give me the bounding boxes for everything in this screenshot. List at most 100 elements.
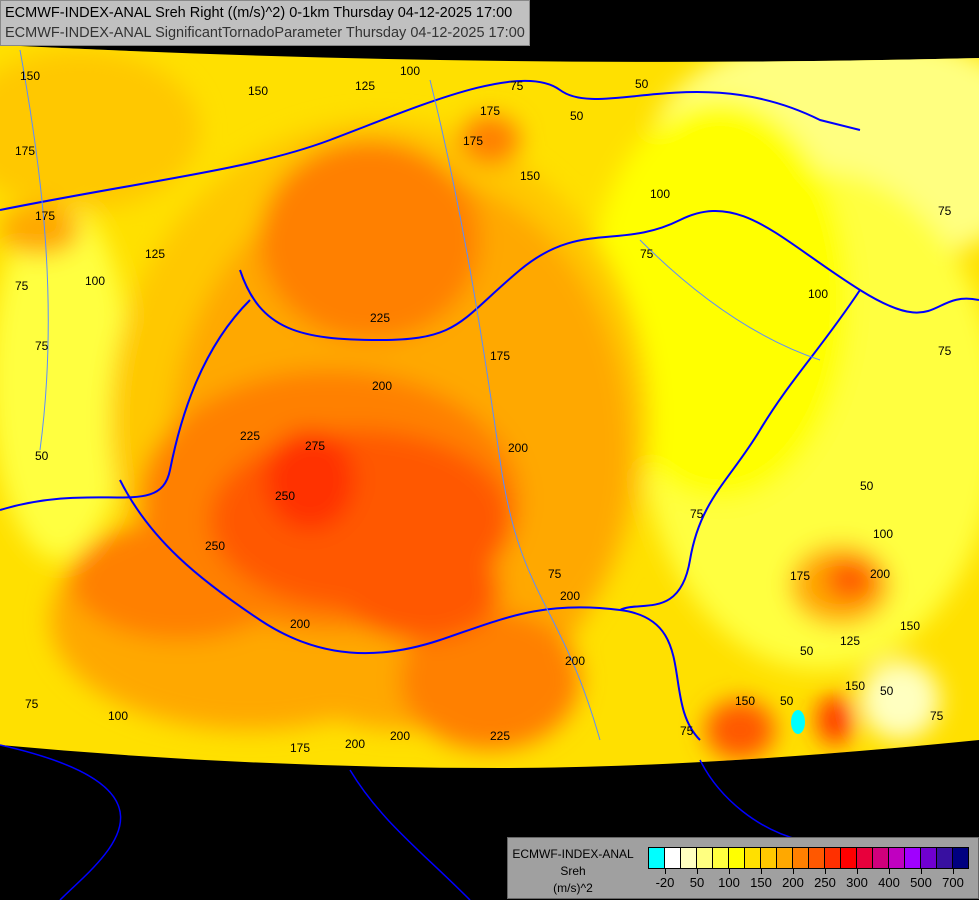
legend-variable: Sreh: [560, 864, 586, 878]
legend-swatch: [905, 848, 921, 868]
contour-label: 75: [930, 709, 944, 723]
contour-label: 150: [248, 84, 268, 98]
legend-swatch: [681, 848, 697, 868]
legend-tick-label: -20: [655, 875, 675, 890]
contour-label: 75: [938, 344, 952, 358]
contour-label: 125: [840, 634, 860, 648]
legend-colorbar: [648, 847, 969, 869]
contour-label: 200: [508, 441, 528, 455]
contour-label: 100: [808, 287, 828, 301]
title-sreh: ECMWF-INDEX-ANAL Sreh Right ((m/s)^2) 0-…: [5, 5, 513, 21]
contour-label: 75: [510, 79, 524, 93]
map-title-box: ECMWF-INDEX-ANAL Sreh Right ((m/s)^2) 0-…: [0, 0, 530, 46]
legend-tick-label: 200: [782, 875, 804, 890]
contour-label: 225: [490, 729, 510, 743]
contour-label: 125: [355, 79, 375, 93]
legend-tick-label: 300: [846, 875, 868, 890]
contour-label: 200: [565, 654, 585, 668]
contour-label: 175: [790, 569, 810, 583]
legend-tick-label: 150: [750, 875, 772, 890]
legend-tick-label: 700: [942, 875, 964, 890]
legend-unit: (m/s)^2: [553, 881, 593, 895]
contour-label: 50: [635, 77, 649, 91]
contour-label: 50: [570, 109, 584, 123]
contour-label: 150: [20, 69, 40, 83]
contour-label: 225: [240, 429, 260, 443]
contour-label: 100: [650, 187, 670, 201]
legend-swatch: [841, 848, 857, 868]
legend-tick-label: 400: [878, 875, 900, 890]
legend-tick: [889, 868, 890, 874]
legend-tick: [857, 868, 858, 874]
contour-label: 150: [520, 169, 540, 183]
legend-swatch: [729, 848, 745, 868]
contour-label: 75: [15, 279, 29, 293]
legend-swatch: [889, 848, 905, 868]
legend-swatch: [921, 848, 937, 868]
legend-tick-label: 100: [718, 875, 740, 890]
contour-label: 100: [873, 527, 893, 541]
legend-swatch: [665, 848, 681, 868]
legend-tick-label: 250: [814, 875, 836, 890]
contour-label: 125: [145, 247, 165, 261]
legend-swatch: [873, 848, 889, 868]
legend-model: ECMWF-INDEX-ANAL: [512, 847, 634, 861]
legend-swatch: [777, 848, 793, 868]
contour-label: 200: [390, 729, 410, 743]
contour-label: 200: [560, 589, 580, 603]
contour-label: 150: [900, 619, 920, 633]
legend-tick: [825, 868, 826, 874]
legend-tick: [793, 868, 794, 874]
legend-swatch: [713, 848, 729, 868]
legend-tick-label: 50: [689, 875, 705, 890]
contour-label: 100: [85, 274, 105, 288]
contour-label: 75: [640, 247, 654, 261]
contour-label: 200: [290, 617, 310, 631]
contour-label: 100: [400, 64, 420, 78]
legend-swatch: [649, 848, 665, 868]
contour-label: 75: [690, 507, 704, 521]
contour-label: 250: [275, 489, 295, 503]
legend-tick: [761, 868, 762, 874]
contour-label: 175: [15, 144, 35, 158]
contour-label: 50: [880, 684, 894, 698]
legend-swatch: [697, 848, 713, 868]
contour-label: 150: [845, 679, 865, 693]
contour-label: 50: [35, 449, 49, 463]
legend-swatch: [825, 848, 841, 868]
contour-label: 175: [490, 349, 510, 363]
legend-tick-label: 500: [910, 875, 932, 890]
contour-label: 75: [680, 724, 694, 738]
legend-swatch: [937, 848, 953, 868]
legend-swatch: [745, 848, 761, 868]
contour-label: 175: [35, 209, 55, 223]
contour-label: 200: [345, 737, 365, 751]
contour-labels: 150 150 125 100 75 50 50 175 175 150 100 175 125 75 10…: [15, 64, 952, 755]
contour-label: 150: [735, 694, 755, 708]
legend-title: ECMWF-INDEX-ANAL Sreh (m/s)^2: [508, 846, 638, 897]
contour-label: 75: [548, 567, 562, 581]
contour-label: 75: [35, 339, 49, 353]
legend-swatch: [761, 848, 777, 868]
title-stp: ECMWF-INDEX-ANAL SignificantTornadoParam…: [5, 25, 525, 41]
contour-label: 50: [860, 479, 874, 493]
contour-label: 175: [480, 104, 500, 118]
legend-tick: [921, 868, 922, 874]
contour-label: 175: [290, 741, 310, 755]
contour-label: 75: [938, 204, 952, 218]
contour-label: 175: [463, 134, 483, 148]
legend-tick: [665, 868, 666, 874]
legend-tick: [697, 868, 698, 874]
color-legend: ECMWF-INDEX-ANAL Sreh (m/s)^2 -20 50 100 15…: [507, 837, 979, 899]
legend-tick: [953, 868, 954, 874]
contour-label: 50: [780, 694, 794, 708]
legend-swatch: [953, 848, 968, 868]
contour-label: 200: [870, 567, 890, 581]
contour-label: 200: [372, 379, 392, 393]
legend-swatch: [809, 848, 825, 868]
contour-label: 250: [205, 539, 225, 553]
legend-swatch: [793, 848, 809, 868]
